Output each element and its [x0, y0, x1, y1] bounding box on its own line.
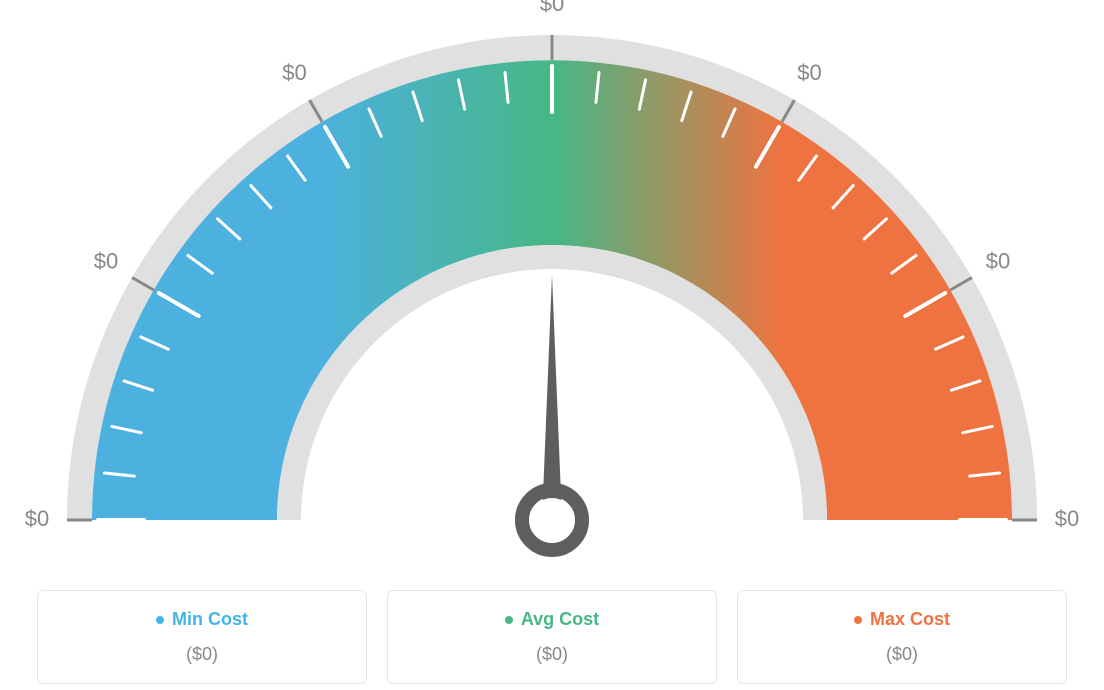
- legend-title: Max Cost: [854, 609, 950, 630]
- legend-dot-icon: [156, 616, 164, 624]
- legend-label: Avg Cost: [521, 609, 599, 630]
- gauge-tick-label: $0: [986, 248, 1010, 273]
- legend-dot-icon: [505, 616, 513, 624]
- gauge-chart: $0 $0 $0 $0 $0 $0 $0: [0, 0, 1104, 590]
- legend-value: ($0): [886, 644, 918, 665]
- legend-title: Min Cost: [156, 609, 248, 630]
- legend-label: Max Cost: [870, 609, 950, 630]
- legend-value: ($0): [186, 644, 218, 665]
- gauge-tick-label: $0: [797, 60, 821, 85]
- legend-label: Min Cost: [172, 609, 248, 630]
- gauge-container: $0 $0 $0 $0 $0 $0 $0: [0, 0, 1104, 590]
- legend-value: ($0): [536, 644, 568, 665]
- legend-card: Min Cost ($0): [37, 590, 367, 684]
- gauge-tick-label: $0: [25, 506, 49, 531]
- legend-title: Avg Cost: [505, 609, 599, 630]
- legend-dot-icon: [854, 616, 862, 624]
- gauge-tick-label: $0: [540, 0, 564, 16]
- legend-card: Avg Cost ($0): [387, 590, 717, 684]
- legend-card: Max Cost ($0): [737, 590, 1067, 684]
- gauge-tick-label: $0: [94, 248, 118, 273]
- gauge-tick-label: $0: [282, 60, 306, 85]
- gauge-tick-label: $0: [1055, 506, 1079, 531]
- legend-row: Min Cost ($0) Avg Cost ($0) Max Cost ($0): [37, 590, 1067, 684]
